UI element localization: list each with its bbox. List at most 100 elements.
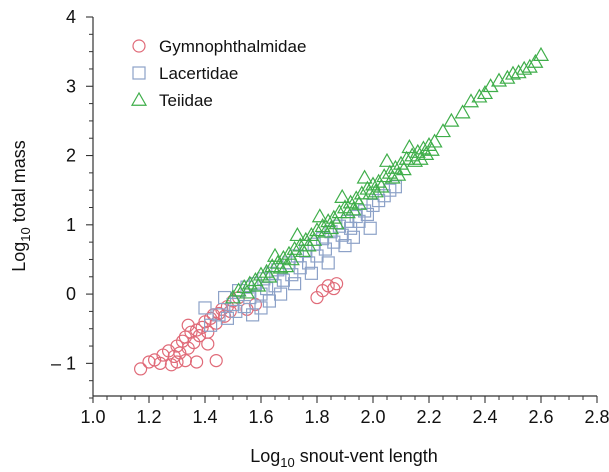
data-point-gymnophthalmidae [190, 355, 204, 369]
data-point-teiidae [289, 226, 306, 242]
data-point-teiidae [471, 88, 488, 103]
y-tick-label: 0 [66, 284, 76, 304]
data-point-teiidae [401, 139, 418, 154]
data-point-teiidae [423, 141, 440, 156]
legend-label: Gymnophthalmidae [159, 37, 306, 56]
data-point-lacertidae [220, 311, 234, 325]
data-point-lacertidae [318, 242, 332, 256]
data-point-teiidae [395, 161, 412, 176]
data-point-lacertidae [363, 221, 377, 235]
data-point-teiidae [339, 204, 356, 219]
data-point-teiidae [367, 183, 384, 198]
data-point-lacertidae [204, 318, 218, 332]
data-point-teiidae [390, 166, 407, 181]
data-point-teiidae [504, 65, 522, 80]
x-tick-label: 2.6 [528, 407, 553, 427]
y-tick-label: – 1 [51, 353, 76, 373]
data-point-lacertidae [344, 221, 358, 235]
y-tick-label: 2 [66, 146, 76, 166]
data-point-gymnophthalmidae [192, 329, 206, 343]
data-point-teiidae [462, 93, 480, 108]
data-point-lacertidae [246, 308, 260, 322]
data-point-lacertidae [212, 308, 226, 322]
data-point-teiidae [362, 185, 379, 200]
data-point-teiidae [311, 208, 328, 223]
legend-label: Teiidae [159, 91, 213, 110]
data-point-teiidae [443, 112, 460, 127]
data-point-teiidae [286, 240, 303, 255]
data-point-lacertidae [304, 266, 318, 280]
data-point-teiidae [356, 169, 373, 184]
y-axis-label: Log10 total mass [9, 140, 33, 272]
x-tick-label: 2.0 [360, 407, 385, 427]
legend: Gymnophthalmidae Lacertidae Teiidae [130, 37, 306, 110]
x-tick-label: 2.2 [416, 407, 441, 427]
x-tick-label: 1.4 [192, 407, 217, 427]
x-tick-label: 1.8 [304, 407, 329, 427]
data-point-lacertidae [288, 277, 302, 291]
y-axis: – 1 0 1 2 3 4 [51, 7, 94, 399]
y-tick-label: 3 [66, 76, 76, 96]
data-point-lacertidae [262, 294, 276, 308]
x-tick-label: 2.8 [584, 407, 609, 427]
data-point-teiidae [230, 282, 247, 297]
x-tick-label: 2.4 [472, 407, 497, 427]
data-point-teiidae [532, 46, 550, 61]
data-point-teiidae [322, 220, 340, 235]
data-point-lacertidae [338, 239, 352, 253]
legend-label: Lacertidae [159, 64, 238, 83]
legend-marker-gymnophthalmidae [132, 39, 146, 53]
data-point-teiidae [434, 123, 452, 138]
data-point-gymnophthalmidae [184, 325, 198, 339]
data-point-teiidae [261, 268, 278, 283]
data-point-lacertidae [346, 230, 360, 244]
data-point-teiidae [250, 277, 267, 292]
data-point-teiidae [426, 133, 443, 148]
data-point-teiidae [345, 201, 362, 216]
data-points [134, 46, 550, 376]
data-point-teiidae [252, 266, 270, 281]
data-point-lacertidae [198, 301, 212, 315]
data-point-teiidae [334, 188, 351, 203]
data-point-teiidae [308, 222, 326, 237]
data-point-teiidae [406, 152, 424, 167]
data-point-teiidae [376, 168, 393, 183]
data-point-teiidae [306, 231, 323, 246]
data-point-teiidae [527, 53, 544, 68]
data-point-lacertidae [218, 290, 232, 305]
data-point-lacertidae [229, 304, 243, 319]
series-teiidae [224, 46, 550, 304]
data-point-gymnophthalmidae [178, 353, 192, 368]
data-point-lacertidae [254, 301, 268, 315]
data-point-teiidae [499, 69, 516, 84]
data-point-teiidae [373, 178, 390, 193]
data-point-teiidae [283, 251, 300, 266]
data-point-gymnophthalmidae [330, 277, 344, 291]
data-point-teiidae [350, 195, 368, 210]
data-point-gymnophthalmidae [134, 362, 148, 376]
x-tick-label: 1.0 [80, 407, 105, 427]
data-point-teiidae [264, 258, 281, 273]
legend-marker-teiidae [130, 91, 148, 106]
data-point-gymnophthalmidae [201, 337, 215, 351]
data-point-teiidae [412, 150, 429, 165]
data-point-teiidae [490, 72, 508, 87]
data-point-teiidae [317, 223, 334, 238]
data-point-teiidae [278, 258, 295, 273]
data-point-teiidae [241, 275, 258, 290]
y-tick-label: 4 [66, 7, 76, 27]
data-point-gymnophthalmidae [170, 355, 184, 369]
data-point-teiidae [476, 84, 494, 100]
x-tick-label: 1.2 [136, 407, 161, 427]
data-point-gymnophthalmidae [142, 355, 156, 369]
x-tick-label: 1.6 [248, 407, 273, 427]
data-point-teiidae [300, 237, 317, 252]
data-point-teiidae [266, 247, 284, 262]
data-point-teiidae [331, 204, 348, 219]
data-point-teiidae [516, 60, 533, 75]
data-point-teiidae [272, 259, 289, 274]
data-point-lacertidae [327, 235, 341, 249]
data-point-teiidae [378, 152, 396, 167]
